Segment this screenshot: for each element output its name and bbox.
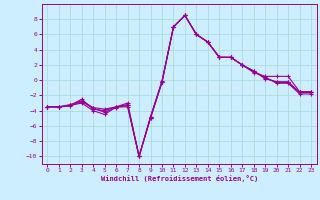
X-axis label: Windchill (Refroidissement éolien,°C): Windchill (Refroidissement éolien,°C) — [100, 175, 258, 182]
